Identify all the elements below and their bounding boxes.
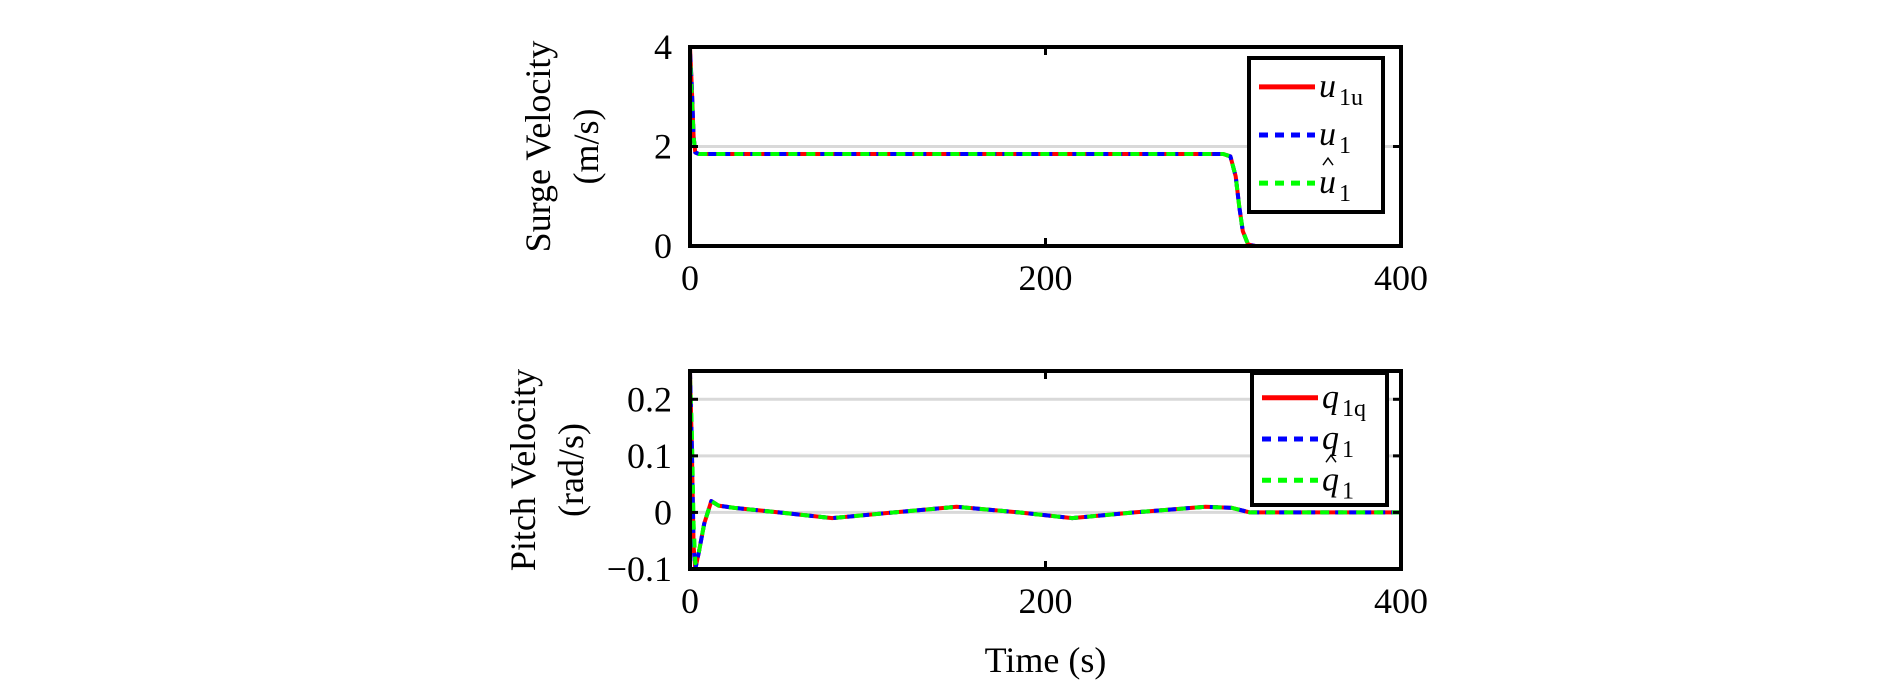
- legend-symbol: u: [1319, 68, 1336, 105]
- y-axis-unit-label: (rad/s): [551, 423, 591, 517]
- legend-subscript: 1: [1342, 478, 1354, 504]
- x-tick-label: 0: [681, 258, 699, 298]
- y-tick-label: 0.1: [627, 436, 672, 476]
- legend-symbol: q: [1322, 461, 1339, 498]
- legend-subscript: 1: [1339, 181, 1351, 207]
- legend-entry: q 1q: [1322, 379, 1366, 422]
- series-line-3: [688, 376, 1401, 566]
- x-tick-label: 200: [1019, 258, 1073, 298]
- legend: u 1uu 1u 1: [1247, 56, 1385, 214]
- legend-subscript: 1q: [1342, 396, 1366, 422]
- y-tick-label: −0.1: [607, 549, 672, 589]
- y-axis-label: Surge Velocity: [518, 41, 558, 253]
- series-line-3: [688, 55, 1401, 248]
- legend-symbol: u: [1319, 164, 1336, 201]
- legend-symbol: q: [1322, 420, 1339, 457]
- y-tick-label: 4: [654, 27, 672, 67]
- x-tick-label: 0: [681, 581, 699, 621]
- y-tick-label: 0: [654, 492, 672, 532]
- legend-subscript: 1u: [1339, 85, 1363, 111]
- x-tick-label: 400: [1374, 258, 1428, 298]
- legend-box: [1247, 56, 1385, 214]
- legend-subscript: 1: [1339, 133, 1351, 159]
- y-axis-unit-label: (m/s): [566, 109, 606, 185]
- legend: q 1qq 1q 1: [1250, 371, 1389, 507]
- y-tick-label: 0: [654, 226, 672, 266]
- legend-symbol: u: [1319, 116, 1336, 153]
- x-axis-label: Time (s): [985, 640, 1107, 680]
- y-axis-label: Pitch Velocity: [503, 369, 543, 571]
- x-tick-label: 400: [1374, 581, 1428, 621]
- y-tick-label: 2: [654, 127, 672, 167]
- legend-subscript: 1: [1342, 437, 1354, 463]
- hat-accent-icon: [1322, 156, 1334, 166]
- legend-entry: u 1u: [1319, 68, 1363, 111]
- x-tick-label: 200: [1019, 581, 1073, 621]
- legend-box: [1250, 371, 1389, 507]
- y-tick-label: 0.2: [627, 379, 672, 419]
- hat-accent-icon: [1325, 453, 1337, 463]
- legend-symbol: q: [1322, 379, 1339, 416]
